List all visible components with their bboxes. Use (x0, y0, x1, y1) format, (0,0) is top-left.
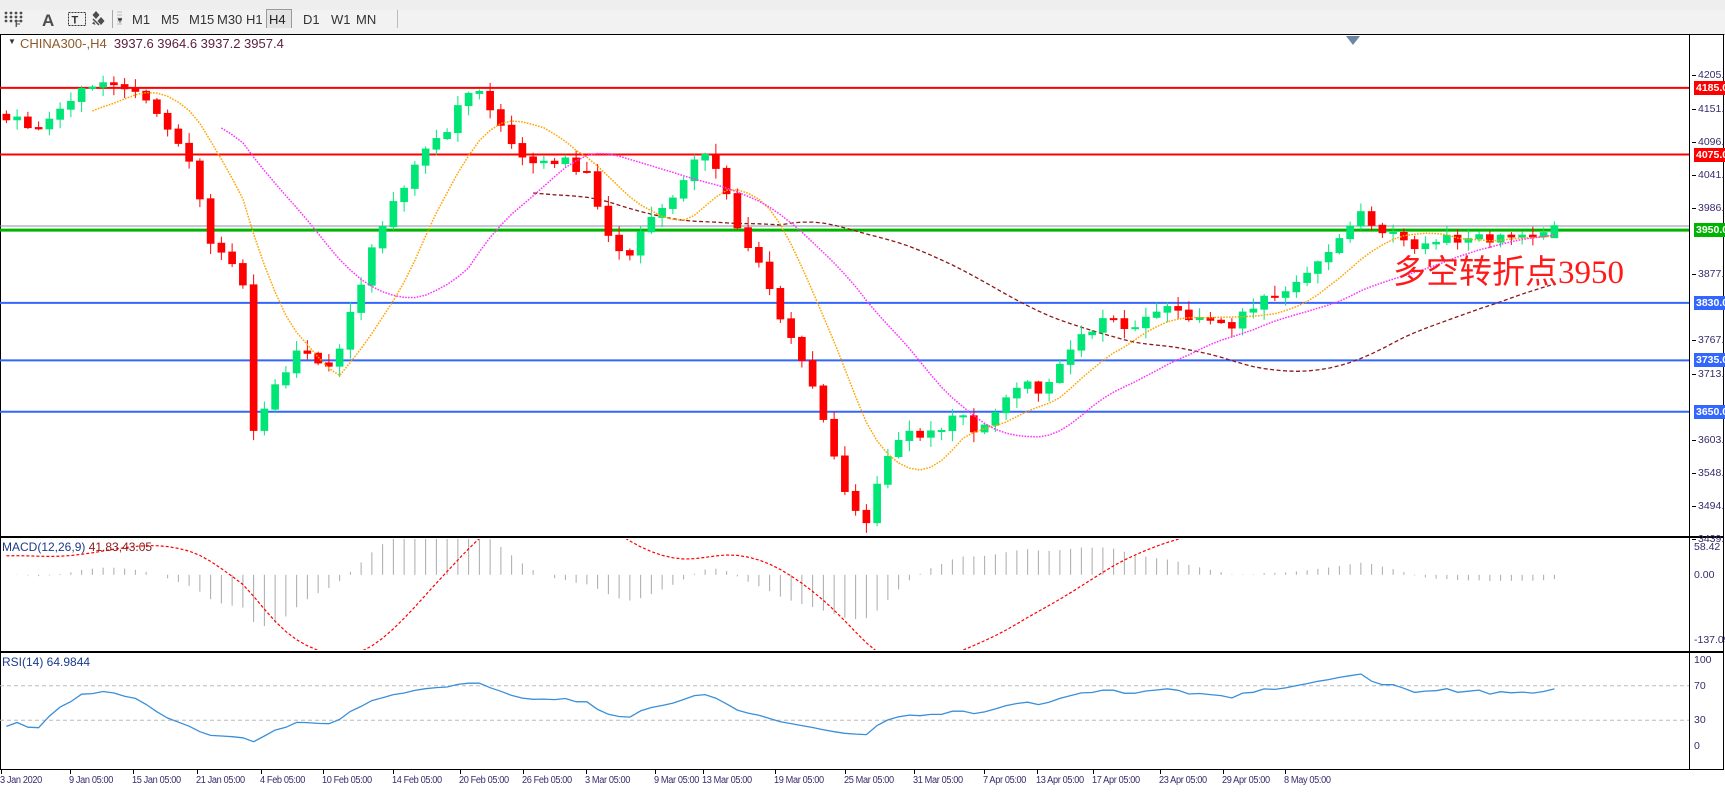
svg-text:T: T (72, 15, 79, 27)
